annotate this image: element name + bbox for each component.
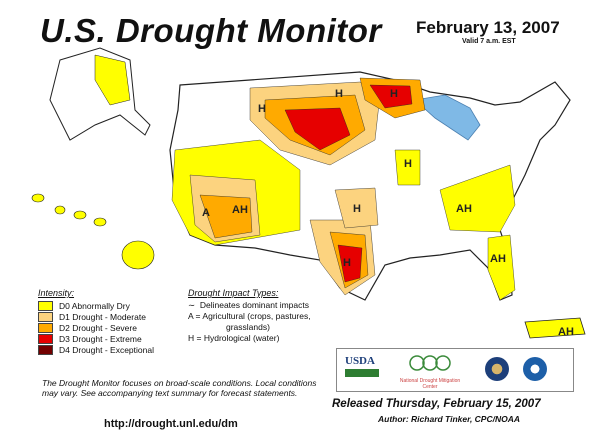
minnesota-d3 bbox=[369, 84, 413, 109]
label-a-california: A bbox=[202, 207, 210, 219]
noaa-seal-icon bbox=[523, 357, 547, 381]
label-h-kansas: H bbox=[353, 203, 361, 215]
label-ah-puerto-rico: AH bbox=[558, 326, 574, 338]
map-title: U.S. Drought Monitor bbox=[40, 12, 382, 49]
label-h-minnesota: H bbox=[390, 88, 398, 100]
kansas-d1 bbox=[334, 187, 379, 229]
legend-item: D4 Drought - Exceptional bbox=[38, 344, 178, 355]
source-url[interactable]: http://drought.unl.edu/dm bbox=[104, 418, 238, 430]
boundary-line-icon: ∼ bbox=[188, 300, 200, 310]
illinois-d0 bbox=[394, 149, 421, 186]
legend-label: D4 Drought - Exceptional bbox=[59, 344, 154, 355]
usda-logo-text: USDA bbox=[345, 355, 375, 367]
impact-line-3: grasslands) bbox=[226, 322, 270, 332]
impact-line-1: Delineates dominant impacts bbox=[199, 300, 309, 310]
release-date: Released Thursday, February 15, 2007 bbox=[332, 398, 541, 410]
legend-swatch-d3 bbox=[38, 333, 53, 344]
impact-heading: Drought Impact Types: bbox=[188, 288, 279, 298]
author-credit: Author: Richard Tinker, CPC/NOAA bbox=[378, 414, 520, 424]
texas-d3 bbox=[337, 244, 363, 283]
northern-plains-d3 bbox=[284, 107, 351, 151]
label-h-illinois: H bbox=[404, 158, 412, 170]
valid-time: Valid 7 a.m. EST bbox=[462, 38, 516, 45]
impact-delineation: ∼ Delineates dominant impacts bbox=[188, 300, 363, 311]
legend-item: D1 Drought - Moderate bbox=[38, 311, 178, 322]
legend-label: D0 Abnormally Dry bbox=[59, 300, 130, 311]
map-date: February 13, 2007 bbox=[416, 18, 560, 37]
impact-line-2: A = Agricultural (crops, pastures, bbox=[188, 311, 311, 321]
legend-heading: Intensity: bbox=[38, 288, 75, 298]
label-h-dakota: H bbox=[335, 88, 343, 100]
legend-item: D0 Abnormally Dry bbox=[38, 300, 178, 311]
legend-label: D1 Drought - Moderate bbox=[59, 311, 146, 322]
legend-item: D3 Drought - Extreme bbox=[38, 333, 178, 344]
legend-label: D2 Drought - Severe bbox=[59, 322, 137, 333]
great-lakes bbox=[414, 94, 481, 141]
disclaimer-note: The Drought Monitor focuses on broad-sca… bbox=[42, 378, 317, 398]
ndmc-tree-icon bbox=[409, 355, 451, 371]
impact-legend: Drought Impact Types: ∼ Delineates domin… bbox=[188, 288, 363, 344]
ndmc-logo-text: National Drought Mitigation Center bbox=[399, 378, 461, 390]
southwest-d2 bbox=[199, 194, 253, 239]
usda-logo-bar bbox=[345, 369, 379, 377]
impact-line-4: H = Hydrological (water) bbox=[188, 333, 280, 343]
legend-item: D2 Drought - Severe bbox=[38, 322, 178, 333]
label-ah-appalachia: AH bbox=[456, 203, 472, 215]
florida-d0 bbox=[487, 234, 516, 301]
puerto-rico bbox=[524, 317, 586, 339]
label-ah-southeast: AH bbox=[490, 253, 506, 265]
usda-logo: USDA bbox=[345, 355, 379, 381]
label-h-texas: H bbox=[343, 257, 351, 269]
southeast-d0 bbox=[439, 164, 516, 233]
agency-logos: USDA National Drought Mitigation Center bbox=[336, 348, 574, 392]
label-ah-arizona: AH bbox=[232, 204, 248, 216]
label-h-montana: H bbox=[258, 103, 266, 115]
ndmc-logo: National Drought Mitigation Center bbox=[395, 353, 465, 390]
legend-swatch-d4 bbox=[38, 344, 53, 355]
legend-swatch-d1 bbox=[38, 311, 53, 322]
alaska-d0 bbox=[94, 54, 131, 106]
commerce-seal-icon bbox=[485, 357, 509, 381]
hawaii-islands bbox=[31, 193, 155, 270]
legend-label: D3 Drought - Extreme bbox=[59, 333, 142, 344]
intensity-legend: Intensity: D0 Abnormally Dry D1 Drought … bbox=[38, 288, 178, 355]
legend-swatch-d0 bbox=[38, 300, 53, 311]
legend-swatch-d2 bbox=[38, 322, 53, 333]
